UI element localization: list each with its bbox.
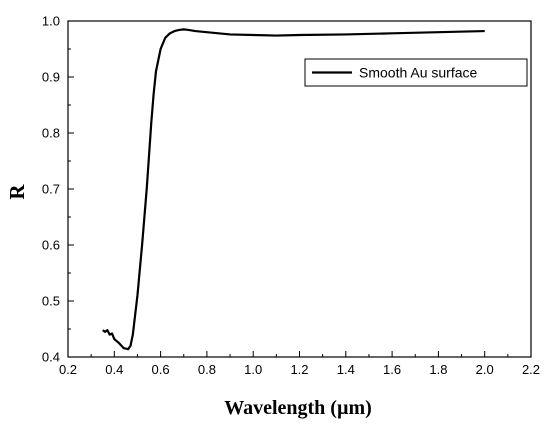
x-axis: 0.2 0.4 0.6 0.8 1.0 1.2 1.4 1.6 1.8 2.0 2.2 — [59, 351, 540, 377]
series-line-smooth-au — [102, 28, 485, 351]
y-tick-label: 0.5 — [42, 294, 60, 309]
x-tick-label: 1.6 — [383, 362, 401, 377]
x-tick-label: 0.6 — [152, 362, 170, 377]
x-tick-label: 1.8 — [429, 362, 447, 377]
y-tick-label: 1.0 — [42, 14, 60, 29]
x-tick-label: 0.8 — [198, 362, 216, 377]
y-tick-label: 0.7 — [42, 182, 60, 197]
legend: Smooth Au surface — [304, 58, 528, 87]
x-tick-label: 2.2 — [522, 362, 540, 377]
legend-label: Smooth Au surface — [359, 65, 478, 81]
y-tick-label: 0.9 — [42, 70, 60, 85]
x-tick-label: 0.2 — [59, 362, 77, 377]
x-tick-label: 1.2 — [290, 362, 308, 377]
y-axis-title: R — [5, 184, 29, 200]
x-axis-title: Wavelength (µm) — [224, 397, 372, 419]
x-tick-label: 2.0 — [476, 362, 494, 377]
y-tick-label: 0.8 — [42, 126, 60, 141]
x-tick-label: 0.4 — [105, 362, 123, 377]
y-axis: 0.4 0.5 0.6 0.7 0.8 0.9 1.0 — [42, 14, 74, 365]
y-tick-label: 0.4 — [42, 350, 60, 365]
x-tick-label: 1.0 — [244, 362, 262, 377]
y-tick-label: 0.6 — [42, 238, 60, 253]
x-tick-label: 1.4 — [337, 362, 355, 377]
